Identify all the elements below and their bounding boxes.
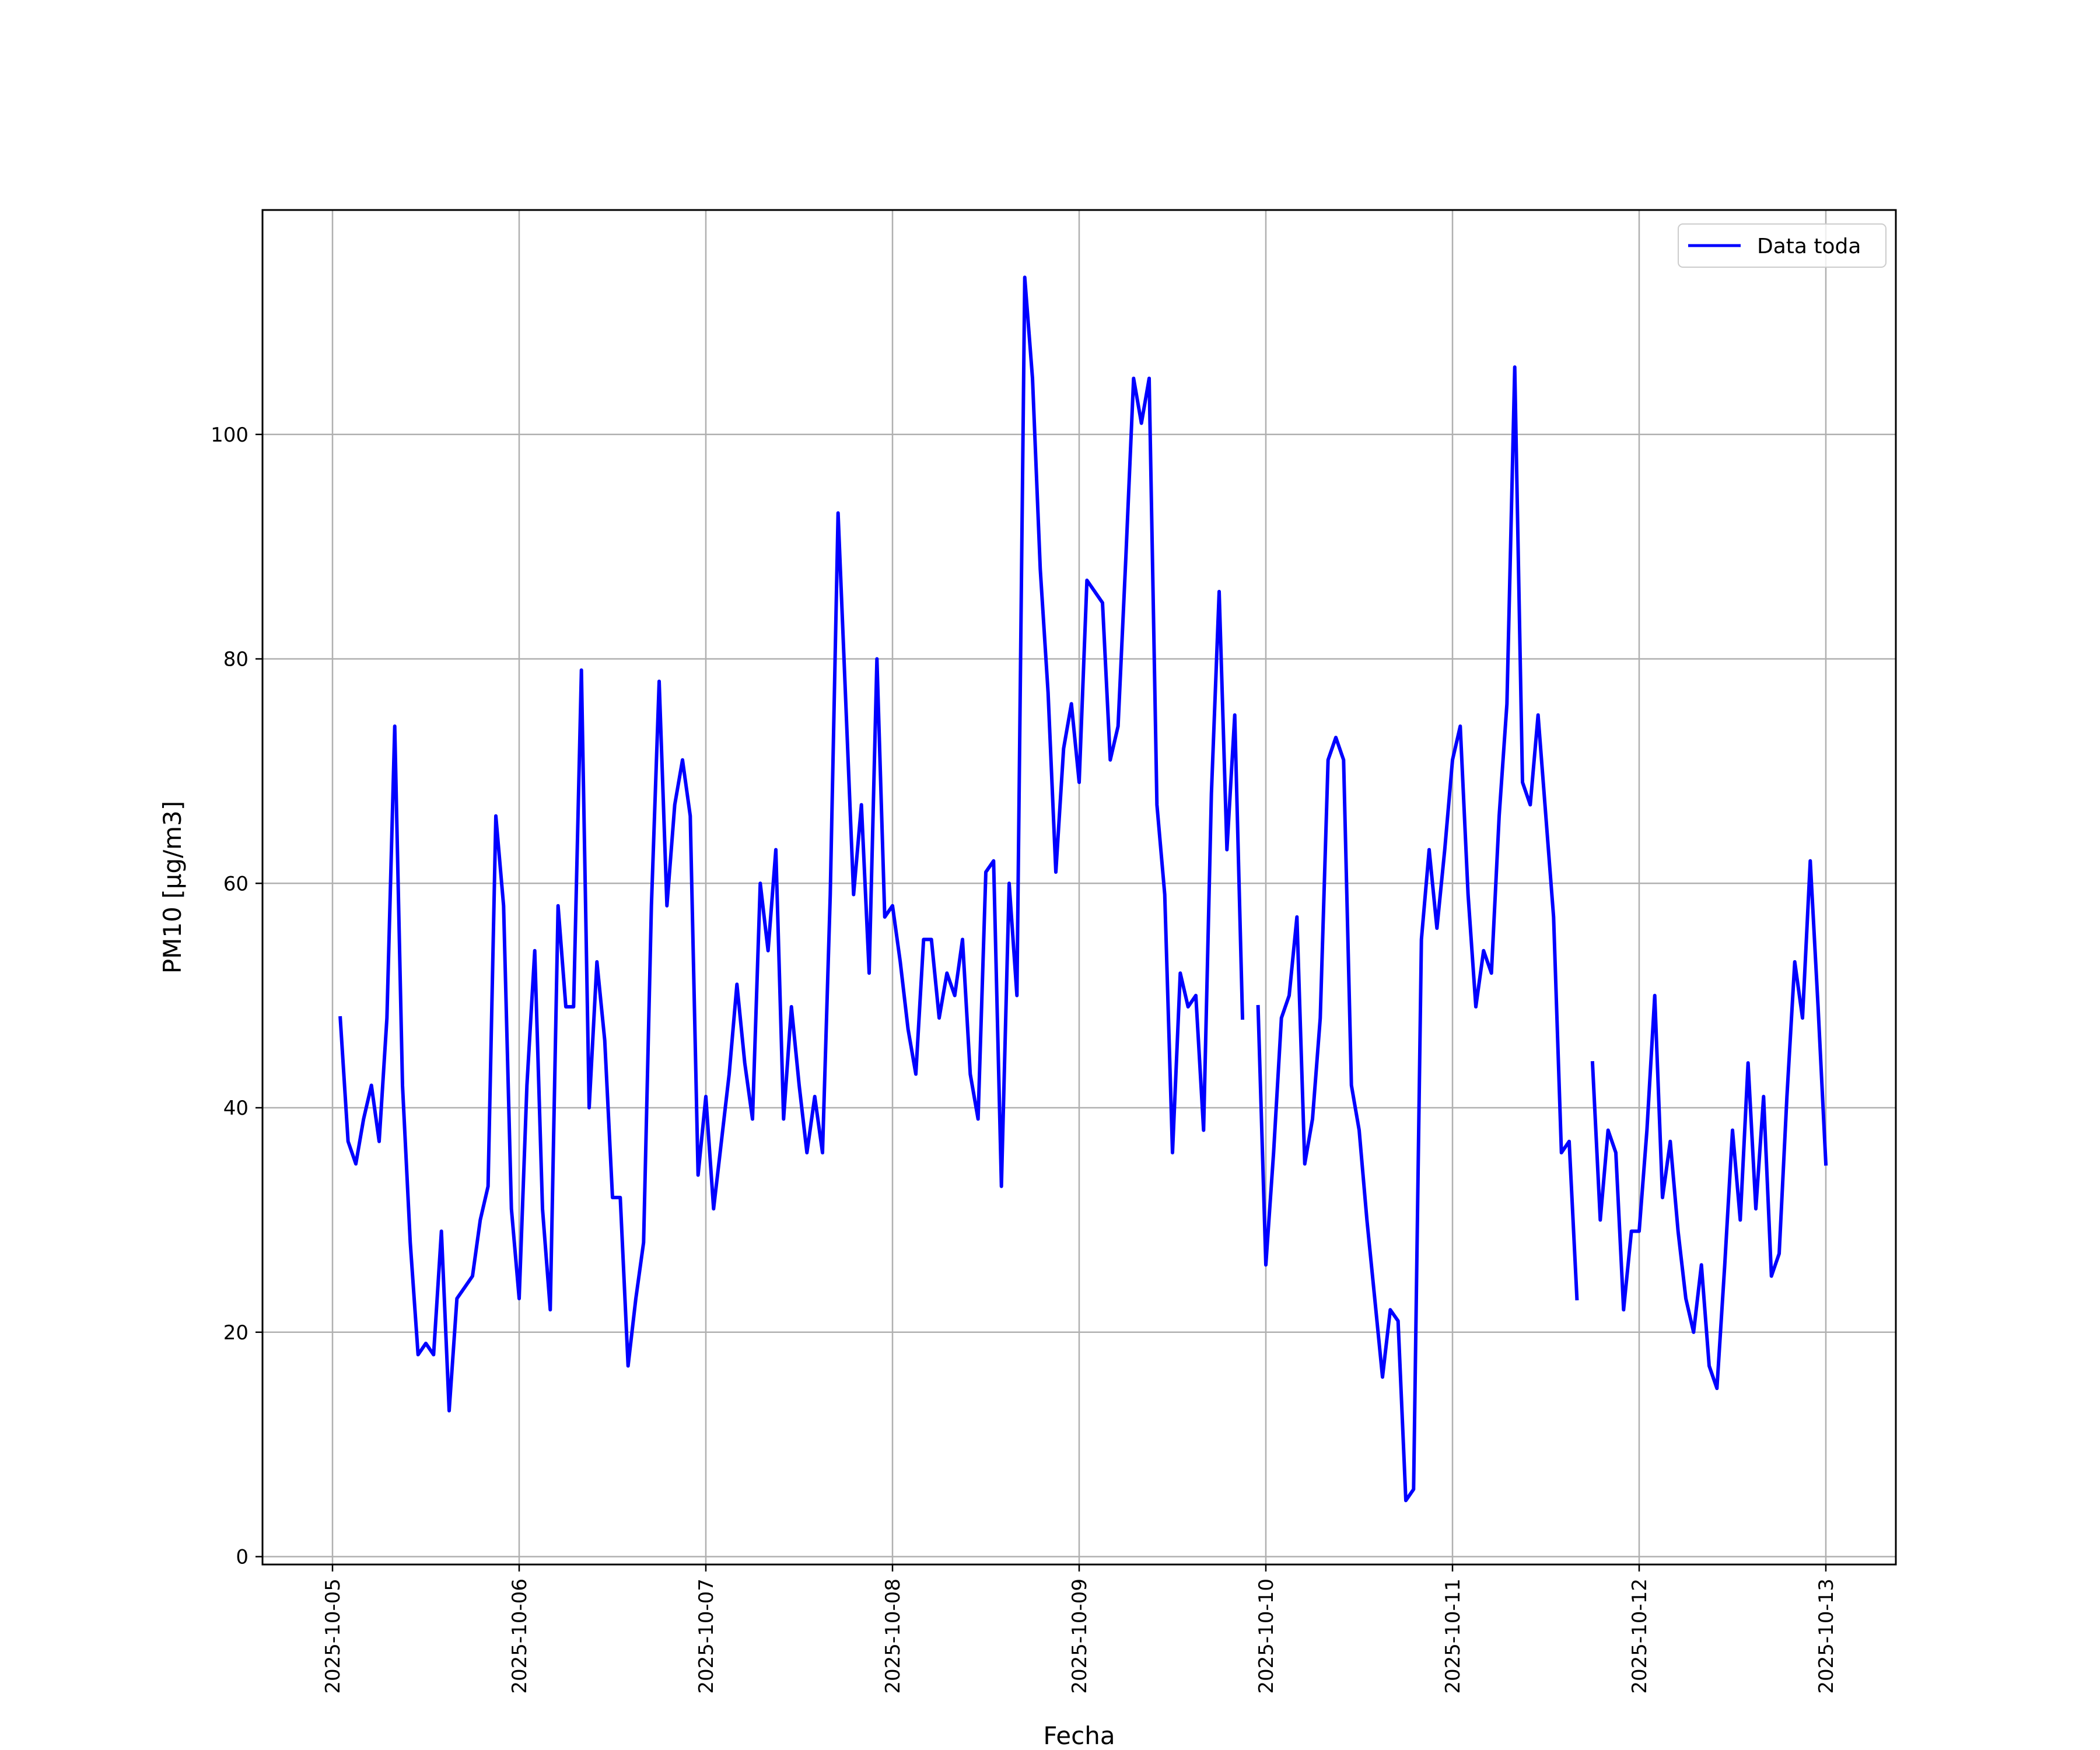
series-layer bbox=[338, 275, 1828, 1503]
x-tick-label: 2025-10-06 bbox=[508, 1578, 531, 1694]
y-tick-label: 0 bbox=[236, 1546, 249, 1569]
x-axis-ticks: 2025-10-05 2025-10-06 2025-10-07 2025-10-08… bbox=[321, 1564, 1838, 1694]
legend-entry-label: Data toda bbox=[1757, 235, 1861, 258]
x-axis-label: Fecha bbox=[1043, 1721, 1115, 1750]
x-tick-label: 2025-10-09 bbox=[1068, 1578, 1091, 1694]
x-tick-label: 2025-10-05 bbox=[321, 1578, 345, 1694]
x-tick-label: 2025-10-12 bbox=[1628, 1578, 1651, 1694]
x-tick-label: 2025-10-08 bbox=[881, 1578, 905, 1694]
x-tick-label: 2025-10-11 bbox=[1441, 1578, 1465, 1694]
x-grid-lines bbox=[331, 210, 1827, 1564]
legend: Data toda bbox=[1678, 223, 1887, 268]
y-tick-label: 60 bbox=[223, 872, 249, 895]
x-tick-label: 2025-10-10 bbox=[1255, 1578, 1278, 1694]
y-tick-label: 100 bbox=[211, 424, 249, 447]
y-axis-ticks: 0 20 40 60 80 100 bbox=[211, 424, 262, 1569]
y-tick-label: 20 bbox=[223, 1321, 249, 1345]
series-line-data-toda bbox=[338, 275, 1828, 1503]
x-tick-label: 2025-10-13 bbox=[1815, 1578, 1838, 1694]
y-grid-lines bbox=[262, 433, 1896, 1558]
y-tick-label: 80 bbox=[223, 648, 249, 671]
x-tick-label: 2025-10-07 bbox=[695, 1578, 718, 1694]
legend-box bbox=[1678, 223, 1887, 268]
y-tick-label: 40 bbox=[223, 1097, 249, 1120]
y-axis-label: PM10 [μg/m3] bbox=[158, 801, 187, 974]
